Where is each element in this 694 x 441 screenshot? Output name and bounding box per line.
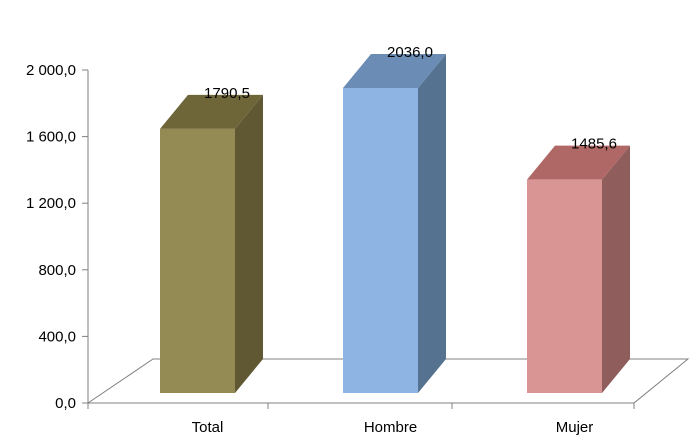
- data-label: 1485,6: [571, 136, 617, 153]
- bar-top-face: [527, 145, 630, 180]
- x-tick-label: Mujer: [556, 419, 594, 436]
- y-tick-label: 0,0: [55, 395, 76, 412]
- bar-front-face: [527, 179, 602, 393]
- y-axis: 0,0 400,0 800,0 1 200,0 1 600,0 2 000,0: [26, 62, 635, 412]
- bars: [160, 54, 630, 394]
- bar-front-face: [343, 88, 418, 394]
- data-label: 1790,5: [204, 85, 250, 102]
- bar-hombre: [343, 54, 446, 394]
- bar-top-face: [343, 54, 446, 89]
- x-tick-label: Hombre: [364, 419, 417, 436]
- labels: 1790,5 Total 2036,0 Hombre 1485,6 Mujer: [192, 44, 617, 436]
- bar-side-face: [418, 54, 446, 393]
- bar-side-face: [235, 94, 263, 394]
- bar-side-face: [602, 145, 630, 393]
- y-tick-label: 400,0: [38, 328, 76, 345]
- y-tick-label: 800,0: [38, 262, 76, 279]
- y-tick-label: 1 200,0: [26, 195, 76, 212]
- x-tick-label: Total: [192, 419, 224, 436]
- data-label: 2036,0: [387, 44, 433, 61]
- y-tick-label: 2 000,0: [26, 62, 76, 79]
- bar-mujer: [527, 145, 630, 393]
- bar-front-face: [160, 128, 235, 393]
- y-tick-label: 1 600,0: [26, 129, 76, 146]
- bar-top-face: [160, 94, 263, 129]
- bar-total: [160, 94, 263, 394]
